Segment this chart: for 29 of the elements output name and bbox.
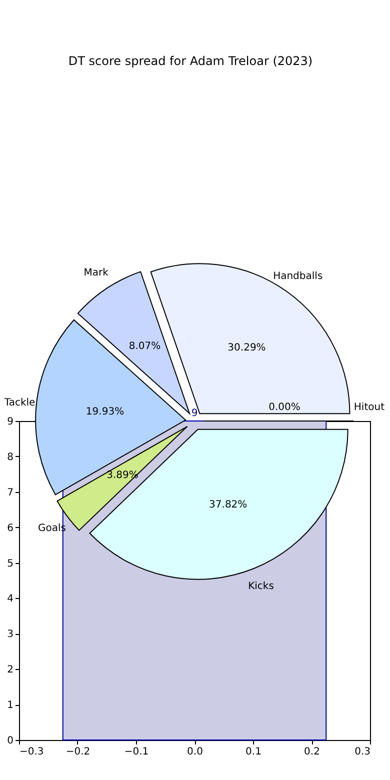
- x-tick-label: 0.3: [354, 746, 370, 758]
- x-tick-label: −0.2: [66, 746, 90, 758]
- slice-label: Tackle: [3, 397, 36, 408]
- text: 0.00%: [268, 402, 300, 413]
- x-tick-label: −0.1: [124, 746, 149, 758]
- chart-title: DT score spread for Adam Treloar (2023): [68, 54, 313, 68]
- y-tick-label: 8: [7, 452, 14, 463]
- data-label: 8.07%: [128, 341, 161, 352]
- y-tick-label: 9: [7, 416, 14, 428]
- x-tick-label: 0.0: [187, 746, 203, 758]
- slice-label: Mark: [84, 268, 109, 279]
- y-tick-label: 2: [7, 664, 14, 676]
- y-tick-label: 5: [7, 558, 14, 570]
- x-tick-label: 0.1: [246, 746, 262, 758]
- y-tick-label: 0: [7, 736, 14, 746]
- data-label: 37.82%: [209, 499, 248, 510]
- x-tick-label: −0.3: [20, 746, 44, 758]
- category-label: Hitout: [354, 402, 385, 413]
- slice-label: Kicks: [248, 581, 274, 592]
- y-tick-label: 1: [7, 700, 14, 712]
- slice-label: Handballs: [273, 270, 323, 282]
- y-tick-label: 4: [7, 594, 14, 605]
- x-tick-label: 0.2: [304, 746, 320, 758]
- y-tick-label: 7: [7, 487, 14, 498]
- y-tick-label: 6: [7, 522, 14, 534]
- y-tick-label: 3: [7, 629, 14, 640]
- data-label: 19.93%: [86, 406, 124, 418]
- data-label: 9: [191, 408, 198, 419]
- data-label: 30.29%: [228, 342, 266, 354]
